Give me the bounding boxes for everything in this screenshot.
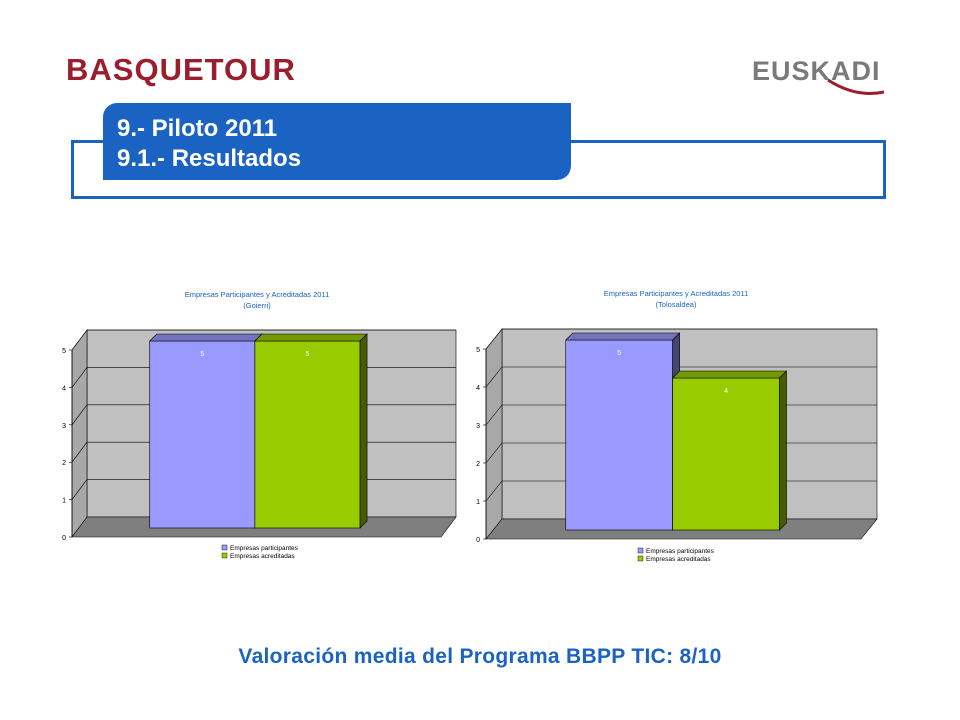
chart-2: 0 1 2 3 4 5 5 4 Empresas Participantes y Acredit…	[476, 289, 878, 563]
gridline-side	[71, 404, 88, 425]
bar-1-top	[149, 333, 263, 342]
chart-side-wall	[485, 328, 503, 540]
y-tick-label: 1	[62, 498, 66, 505]
bar-2-top	[671, 370, 788, 379]
bar-2-side	[359, 333, 368, 529]
bar-2-top	[254, 333, 368, 342]
legend-label-1: Empresas participantes	[646, 548, 715, 555]
legend-swatch-1	[637, 547, 644, 554]
y-tick-label: 2	[476, 461, 480, 468]
y-tick-label: 5	[476, 347, 480, 354]
gridline-side	[71, 329, 88, 351]
gridline-side	[485, 442, 503, 464]
chart-subtitle: (Goierri)	[243, 301, 271, 310]
basquetour-logo: BASQUETOUR	[66, 52, 296, 87]
legend-label-1: Empresas participantes	[230, 545, 299, 552]
gridline-side	[71, 479, 88, 500]
bar-2-front	[672, 377, 780, 531]
bar-1-front	[565, 339, 673, 531]
y-tick-label: 4	[476, 385, 480, 392]
y-tick-label: 4	[62, 385, 66, 392]
bar-1-value-label: 5	[200, 351, 204, 358]
chart-title: Empresas Participantes y Acreditadas 201…	[604, 289, 749, 298]
y-tick-label: 5	[62, 348, 66, 355]
gridline-side	[71, 367, 88, 388]
euskadi-logo: EUSKADI	[752, 56, 881, 86]
bar-2-side	[779, 370, 787, 531]
footer-summary: Valoración media del Programa BBPP TIC: …	[238, 645, 722, 668]
chart-title: Empresas Participantes y Acreditadas 201…	[185, 290, 330, 299]
chart-1: 0 1 2 3 4 5 5 5 Empresas Participantes y Acredit…	[62, 290, 457, 560]
y-tick-label: 3	[476, 423, 480, 430]
chart-subtitle: (Tolosaldea)	[656, 300, 697, 309]
legend-swatch-2	[637, 555, 644, 562]
y-tick-label: 2	[62, 460, 66, 467]
bar-1-front	[149, 340, 256, 529]
section-subtitle: 9.1.- Resultados	[117, 145, 302, 172]
bar-2-value-label: 5	[306, 351, 310, 358]
gridline-side	[485, 366, 503, 388]
gridline-side	[485, 328, 503, 350]
title-tab: 9.- Piloto 2011 9.1.- Resultados	[103, 103, 571, 180]
gridline-side	[485, 404, 503, 426]
legend-label-2: Empresas acreditadas	[646, 556, 711, 563]
bar-2-value-label: 4	[724, 388, 728, 395]
gridline-side	[71, 442, 88, 463]
y-tick-label: 1	[476, 499, 480, 506]
y-tick-label: 3	[62, 423, 66, 430]
bar-1-top	[565, 332, 681, 341]
y-tick-label: 0	[476, 537, 480, 544]
legend-swatch-1	[221, 544, 228, 551]
y-tick-label: 0	[62, 535, 66, 542]
bar-2-front	[254, 340, 361, 529]
chart-side-wall	[71, 329, 88, 538]
legend-label-2: Empresas acreditadas	[230, 553, 295, 560]
legend-swatch-2	[221, 552, 228, 559]
gridline-side	[485, 480, 503, 502]
section-title: 9.- Piloto 2011	[117, 115, 278, 142]
euskadi-swoosh-icon	[827, 78, 885, 95]
bar-1-value-label: 5	[617, 350, 621, 357]
